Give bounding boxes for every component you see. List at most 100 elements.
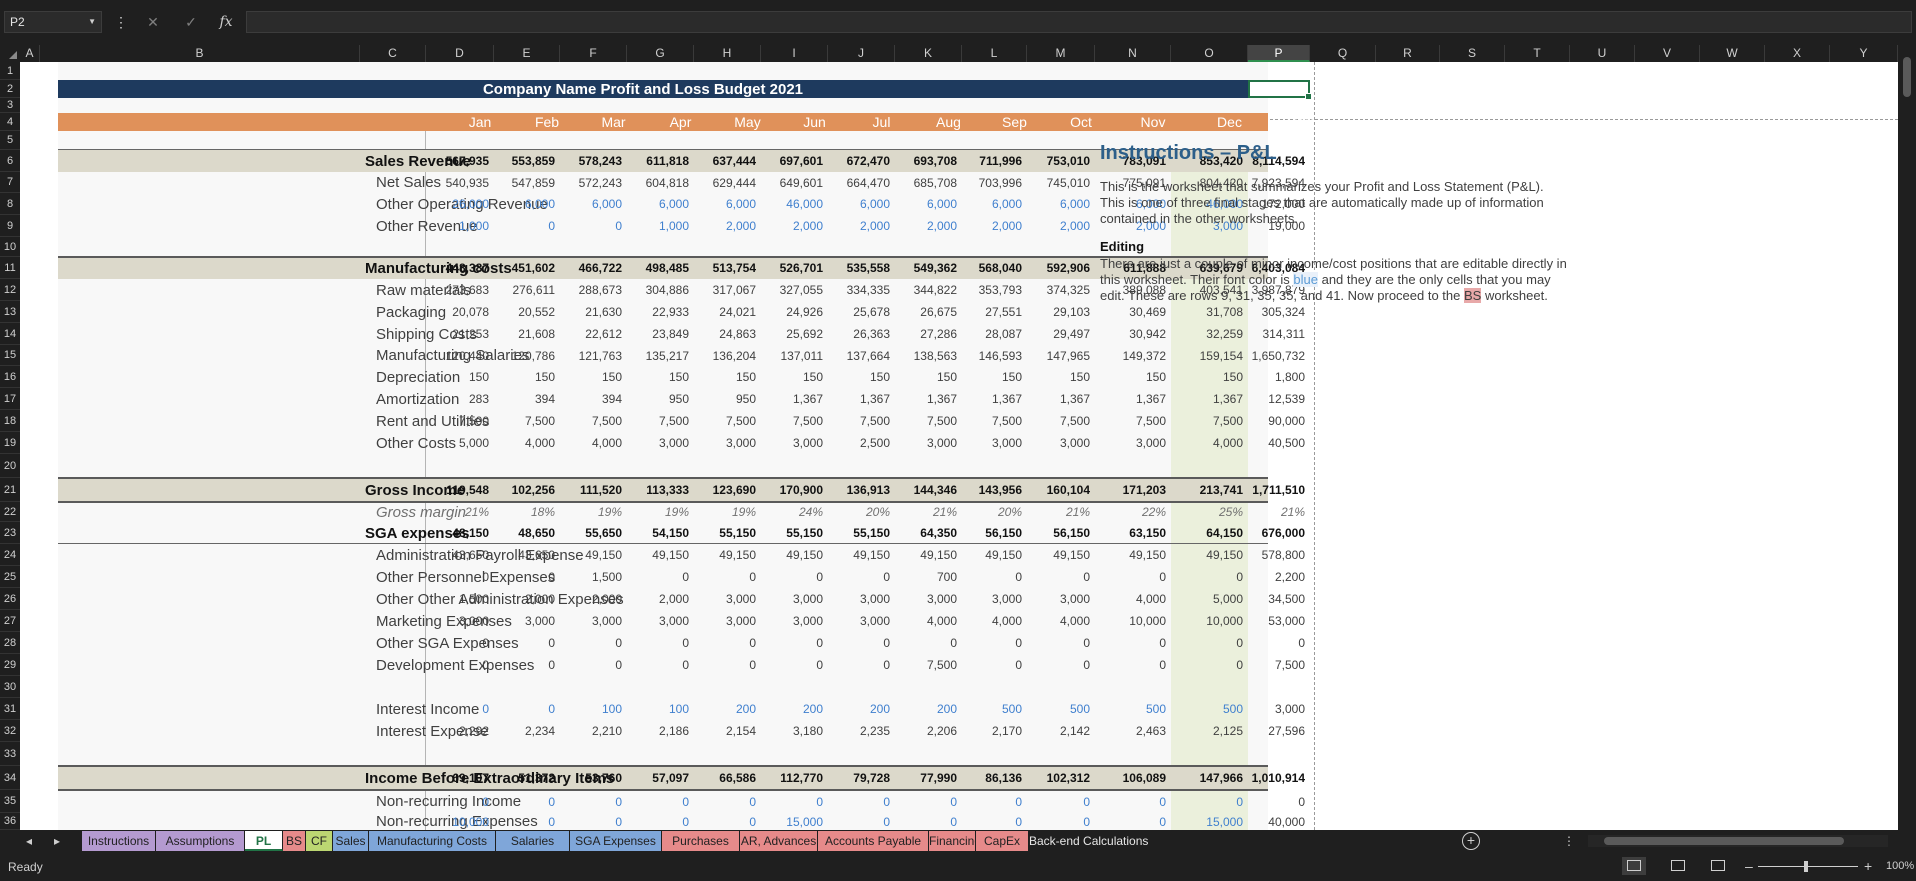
- function-icon[interactable]: fx: [219, 14, 233, 30]
- value-cell[interactable]: 4,000: [991, 614, 1022, 628]
- value-cell[interactable]: 0: [1083, 636, 1090, 650]
- sheet-tab-pl[interactable]: PL: [245, 831, 283, 851]
- value-cell[interactable]: 547,859: [511, 175, 555, 190]
- page-layout-view-icon[interactable]: [1666, 857, 1690, 875]
- column-header-e[interactable]: E: [494, 45, 560, 62]
- value-cell[interactable]: 24%: [798, 505, 823, 519]
- column-header-k[interactable]: K: [895, 45, 962, 62]
- value-cell[interactable]: 6,000: [1135, 197, 1166, 211]
- value-cell[interactable]: 48,650: [518, 526, 555, 540]
- row-header[interactable]: 1: [0, 62, 20, 80]
- value-cell[interactable]: 0: [1159, 636, 1166, 650]
- value-cell[interactable]: 15,000: [1206, 814, 1243, 829]
- value-cell[interactable]: 0: [749, 794, 756, 809]
- value-cell[interactable]: 147,965: [1046, 348, 1090, 363]
- value-cell[interactable]: 2,292: [458, 724, 489, 738]
- sheet-tab-purchases[interactable]: Purchases: [662, 831, 740, 851]
- value-cell[interactable]: 1,367: [792, 392, 823, 406]
- value-cell[interactable]: 46,000: [1206, 197, 1243, 211]
- value-cell[interactable]: 49,150: [585, 548, 622, 562]
- value-cell[interactable]: 3,000: [991, 592, 1022, 606]
- value-cell[interactable]: 374,325: [1046, 283, 1090, 297]
- value-cell[interactable]: 22,612: [585, 327, 622, 341]
- value-cell[interactable]: 567,935: [445, 154, 489, 168]
- cancel-icon[interactable]: ✕: [147, 14, 159, 30]
- row-header[interactable]: 29: [0, 654, 20, 676]
- value-cell[interactable]: 102,256: [511, 483, 555, 497]
- value-cell[interactable]: 49,150: [1206, 548, 1243, 562]
- column-header-r[interactable]: R: [1376, 45, 1440, 62]
- value-cell[interactable]: 3,000: [859, 592, 890, 606]
- value-cell[interactable]: 2,000: [859, 219, 890, 233]
- value-cell[interactable]: 48,150: [452, 526, 489, 540]
- value-cell[interactable]: 0: [950, 794, 957, 809]
- value-cell[interactable]: 0: [816, 794, 823, 809]
- value-cell[interactable]: 138,563: [913, 348, 957, 363]
- value-cell[interactable]: 500: [1069, 702, 1090, 716]
- value-cell[interactable]: 90,000: [1268, 414, 1305, 428]
- value-cell[interactable]: 6,000: [591, 197, 622, 211]
- value-cell[interactable]: 7,500: [658, 414, 689, 428]
- value-cell[interactable]: 4,000: [1135, 592, 1166, 606]
- value-cell[interactable]: 21,608: [518, 327, 555, 341]
- column-header-j[interactable]: J: [828, 45, 895, 62]
- value-cell[interactable]: 2,142: [1059, 724, 1090, 738]
- value-cell[interactable]: 2,200: [1274, 570, 1305, 584]
- column-header-y[interactable]: Y: [1830, 45, 1898, 62]
- value-cell[interactable]: 19,000: [1268, 219, 1305, 233]
- row-label[interactable]: Manufacturing Salaries: [376, 347, 530, 364]
- sheet-tab-manufacturing-costs[interactable]: Manufacturing Costs: [369, 831, 496, 851]
- column-header-h[interactable]: H: [694, 45, 761, 62]
- row-label[interactable]: Other Personnel Expenses: [376, 568, 556, 586]
- value-cell[interactable]: 170,900: [779, 483, 823, 497]
- value-cell[interactable]: 147,966: [1199, 771, 1243, 785]
- value-cell[interactable]: 273,683: [445, 283, 489, 297]
- value-cell[interactable]: 7,500: [1212, 414, 1243, 428]
- value-cell[interactable]: 3,000: [591, 614, 622, 628]
- value-cell[interactable]: 21%: [932, 505, 957, 519]
- value-cell[interactable]: 344,822: [913, 283, 957, 297]
- row-label[interactable]: SGA expenses: [365, 524, 470, 542]
- value-cell[interactable]: 120,786: [511, 348, 555, 363]
- row-header[interactable]: 22: [0, 502, 20, 522]
- value-cell[interactable]: 6,000: [524, 197, 555, 211]
- value-cell[interactable]: 7,500: [926, 414, 957, 428]
- value-cell[interactable]: 55,150: [786, 526, 823, 540]
- value-cell[interactable]: 137,664: [846, 348, 890, 363]
- value-cell[interactable]: 40,000: [1268, 814, 1305, 829]
- value-cell[interactable]: 64,350: [920, 526, 957, 540]
- value-cell[interactable]: 0: [883, 794, 890, 809]
- value-cell[interactable]: 0: [682, 794, 689, 809]
- value-cell[interactable]: 611,888: [1123, 261, 1166, 275]
- row-label[interactable]: Administration Payroll Expense: [376, 546, 584, 564]
- value-cell[interactable]: 55,150: [853, 526, 890, 540]
- value-cell[interactable]: 56,150: [1053, 526, 1090, 540]
- value-cell[interactable]: 2,235: [859, 724, 890, 738]
- value-cell[interactable]: 0: [548, 219, 555, 233]
- value-cell[interactable]: 79,728: [853, 771, 890, 785]
- row-header[interactable]: 3: [0, 98, 20, 113]
- value-cell[interactable]: 4,000: [591, 436, 622, 450]
- zoom-out-icon[interactable]: –: [1745, 858, 1753, 874]
- value-cell[interactable]: 0: [615, 658, 622, 672]
- value-cell[interactable]: 4,000: [1059, 614, 1090, 628]
- column-header-w[interactable]: W: [1700, 45, 1765, 62]
- value-cell[interactable]: 1,010,914: [1251, 771, 1305, 785]
- value-cell[interactable]: 0: [615, 814, 622, 829]
- row-header[interactable]: 26: [0, 588, 20, 610]
- value-cell[interactable]: 3,000: [725, 592, 756, 606]
- row-header[interactable]: 12: [0, 279, 20, 301]
- value-cell[interactable]: 25,692: [786, 327, 823, 341]
- row-label[interactable]: Gross Income: [365, 481, 466, 499]
- more-icon[interactable]: ⋮: [114, 14, 128, 30]
- value-cell[interactable]: 639,679: [1199, 261, 1243, 275]
- value-cell[interactable]: 0: [1015, 570, 1022, 584]
- value-cell[interactable]: 549,362: [913, 261, 957, 275]
- row-header[interactable]: 32: [0, 720, 20, 742]
- value-cell[interactable]: 0: [749, 814, 756, 829]
- value-cell[interactable]: 53,000: [1268, 614, 1305, 628]
- value-cell[interactable]: 394: [534, 392, 555, 406]
- value-cell[interactable]: 32,259: [1206, 327, 1243, 341]
- value-cell[interactable]: 535,558: [846, 261, 890, 275]
- row-header[interactable]: 24: [0, 544, 20, 566]
